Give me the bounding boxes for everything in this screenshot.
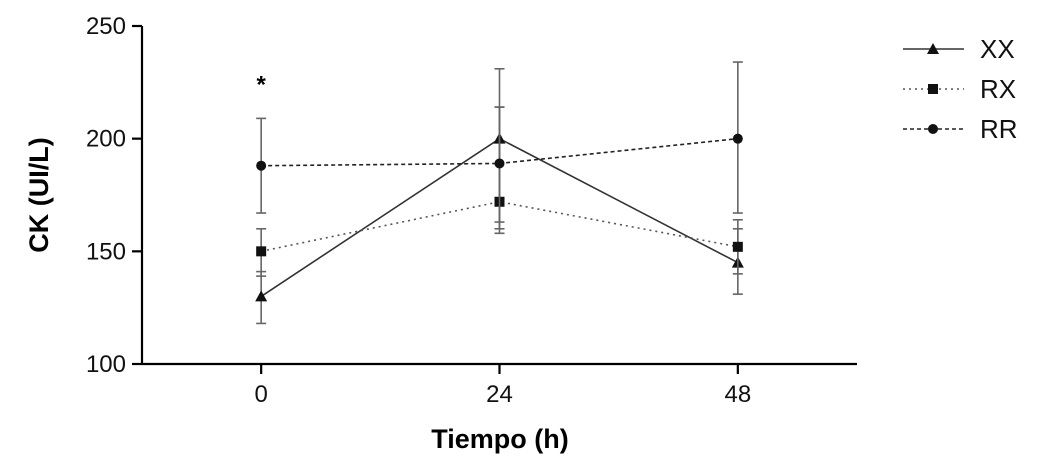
series-layer: [255, 61, 744, 325]
y-tick-label: 250: [86, 13, 126, 40]
legend-label: RX: [980, 74, 1016, 104]
legend-marker: [928, 84, 938, 94]
y-axis-title: CK (UI/L): [24, 137, 54, 252]
x-tick-label: 48: [724, 381, 751, 408]
annotation-layer: *: [256, 71, 266, 98]
data-point: [494, 158, 505, 169]
legend-marker: [927, 43, 939, 54]
legend-item: XX: [903, 34, 1015, 64]
significance-annotation: *: [256, 71, 266, 98]
legend-marker: [928, 124, 938, 134]
data-point: [255, 290, 268, 302]
legend-item: RR: [903, 114, 1018, 144]
legend-item: RX: [903, 74, 1016, 104]
x-axis-title: Tiempo (h): [431, 424, 569, 454]
data-point: [732, 241, 743, 252]
x-ticks: 0 24 48: [254, 364, 751, 408]
x-tick-label: 0: [254, 381, 267, 408]
y-tick-label: 200: [86, 126, 126, 153]
y-tick-label: 150: [86, 238, 126, 265]
data-point: [256, 246, 267, 257]
data-point: [256, 160, 267, 171]
y-tick-label: 100: [86, 351, 126, 378]
legend: XX RX RR: [903, 34, 1018, 144]
series-rr: [256, 61, 743, 223]
legend-label: XX: [980, 34, 1015, 64]
legend-label: RR: [980, 114, 1018, 144]
data-point: [732, 133, 743, 144]
y-ticks: 100 150 200 250: [86, 13, 142, 378]
x-tick-label: 24: [486, 381, 513, 408]
